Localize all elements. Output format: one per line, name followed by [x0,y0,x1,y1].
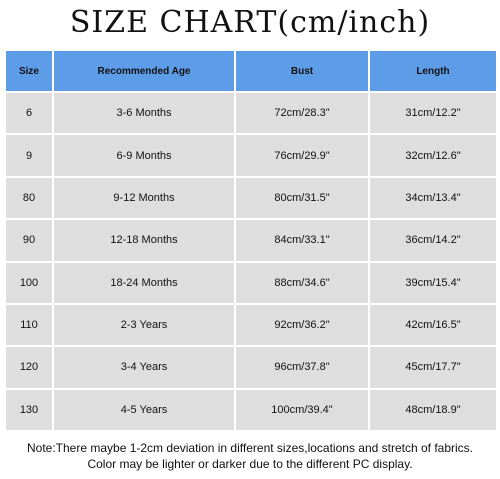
table-row: 80 9-12 Months 80cm/31.5" 34cm/13.4" [4,175,498,221]
table-row: 120 3-4 Years 96cm/37.8" 45cm/17.7" [4,345,498,390]
cell-age: 18-24 Months [52,260,236,305]
table-row: 100 18-24 Months 88cm/34.6" 39cm/15.4" [4,260,498,305]
cell-bust: 100cm/39.4" [234,387,370,433]
header-size: Size [4,49,54,93]
cell-bust: 76cm/29.9" [234,133,370,178]
cell-size: 90 [4,218,54,263]
cell-bust: 80cm/31.5" [234,175,370,221]
cell-age: 9-12 Months [52,175,236,221]
cell-length: 31cm/12.2" [368,90,498,136]
cell-age: 3-4 Years [52,345,236,390]
note-line-deviation: Note:There maybe 1-2cm deviation in diff… [27,441,473,455]
cell-size: 130 [4,387,54,433]
cell-bust: 72cm/28.3" [234,90,370,136]
cell-bust: 84cm/33.1" [234,218,370,263]
cell-length: 45cm/17.7" [368,345,498,390]
cell-size: 80 [4,175,54,221]
disclaimer-note: Note:There maybe 1-2cm deviation in diff… [0,440,500,472]
header-bust: Bust [234,49,370,93]
cell-length: 34cm/13.4" [368,175,498,221]
table-row: 130 4-5 Years 100cm/39.4" 48cm/18.9" [4,387,498,433]
size-chart-title: SIZE CHART(cm/inch) [69,5,431,40]
table-row: 9 6-9 Months 76cm/29.9" 32cm/12.6" [4,133,498,178]
cell-length: 36cm/14.2" [368,218,498,263]
table-row: 110 2-3 Years 92cm/36.2" 42cm/16.5" [4,302,498,348]
cell-age: 6-9 Months [52,133,236,178]
cell-age: 2-3 Years [52,302,236,348]
table-row: 6 3-6 Months 72cm/28.3" 31cm/12.2" [4,90,498,136]
header-length: Length [368,49,498,93]
note-line-color: Color may be lighter or darker due to th… [87,457,413,471]
cell-length: 48cm/18.9" [368,387,498,433]
cell-age: 3-6 Months [52,90,236,136]
cell-length: 39cm/15.4" [368,260,498,305]
table-row: 90 12-18 Months 84cm/33.1" 36cm/14.2" [4,218,498,263]
cell-size: 100 [4,260,54,305]
cell-length: 32cm/12.6" [368,133,498,178]
cell-bust: 96cm/37.8" [234,345,370,390]
header-recommended-age: Recommended Age [52,49,236,93]
cell-bust: 92cm/36.2" [234,302,370,348]
cell-size: 6 [4,90,54,136]
cell-size: 9 [4,133,54,178]
table-header-row: Size Recommended Age Bust Length [4,49,498,93]
cell-size: 110 [4,302,54,348]
size-chart-table: Size Recommended Age Bust Length 6 3-6 M… [4,49,498,433]
cell-size: 120 [4,345,54,390]
cell-bust: 88cm/34.6" [234,260,370,305]
cell-length: 42cm/16.5" [368,302,498,348]
cell-age: 4-5 Years [52,387,236,433]
cell-age: 12-18 Months [52,218,236,263]
